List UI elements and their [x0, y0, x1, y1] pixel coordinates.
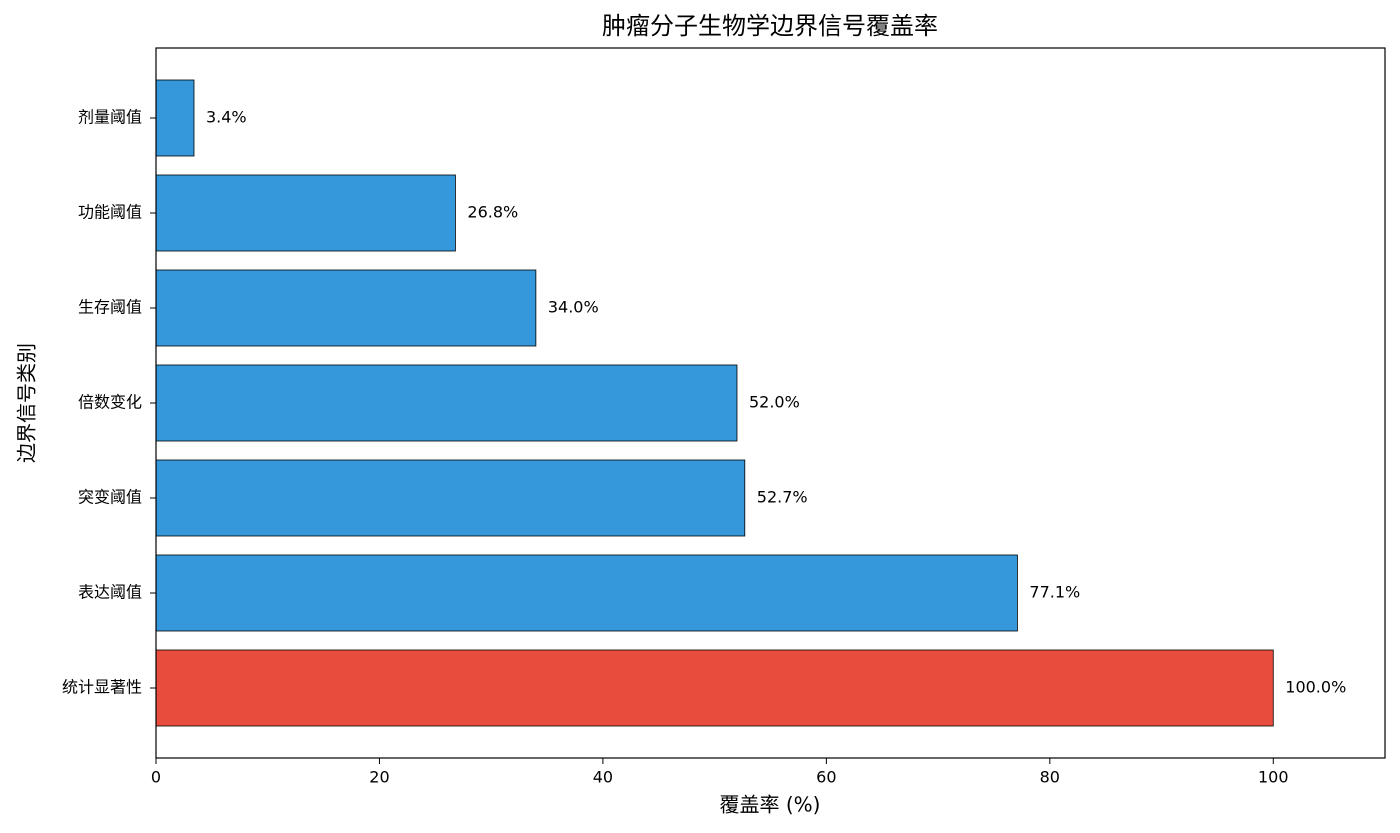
bar	[155, 174, 456, 252]
plot-frame	[155, 47, 1386, 759]
value-label: 26.8%	[467, 203, 518, 222]
bar	[155, 364, 738, 442]
y-tick-label: 突变阈值	[78, 488, 142, 507]
bar	[155, 269, 537, 347]
x-tick-label: 0	[151, 768, 161, 787]
bar	[155, 459, 746, 537]
x-axis-label: 覆盖率 (%)	[720, 793, 821, 817]
y-tick-label: 表达阈值	[78, 583, 142, 602]
y-tick-label: 剂量阈值	[78, 108, 142, 127]
value-label: 77.1%	[1029, 583, 1080, 602]
y-tick-label: 倍数变化	[78, 393, 142, 412]
bar	[155, 79, 195, 157]
y-axis-label: 边界信号类别	[15, 343, 39, 463]
x-tick-label: 20	[369, 768, 389, 787]
y-tick-label: 生存阈值	[78, 298, 142, 317]
value-label: 3.4%	[206, 108, 247, 127]
bar	[155, 554, 1018, 632]
x-tick-label: 40	[593, 768, 613, 787]
value-label: 100.0%	[1285, 678, 1346, 697]
y-tick-label: 功能阈值	[78, 203, 142, 222]
x-tick-label: 80	[1040, 768, 1060, 787]
x-tick-label: 100	[1258, 768, 1289, 787]
x-tick-label: 60	[816, 768, 836, 787]
value-label: 34.0%	[548, 298, 599, 317]
y-tick-label: 统计显著性	[62, 678, 142, 697]
value-label: 52.7%	[757, 488, 808, 507]
value-label: 52.0%	[749, 393, 800, 412]
chart-title: 肿瘤分子生物学边界信号覆盖率	[602, 12, 938, 40]
bar	[155, 649, 1274, 727]
